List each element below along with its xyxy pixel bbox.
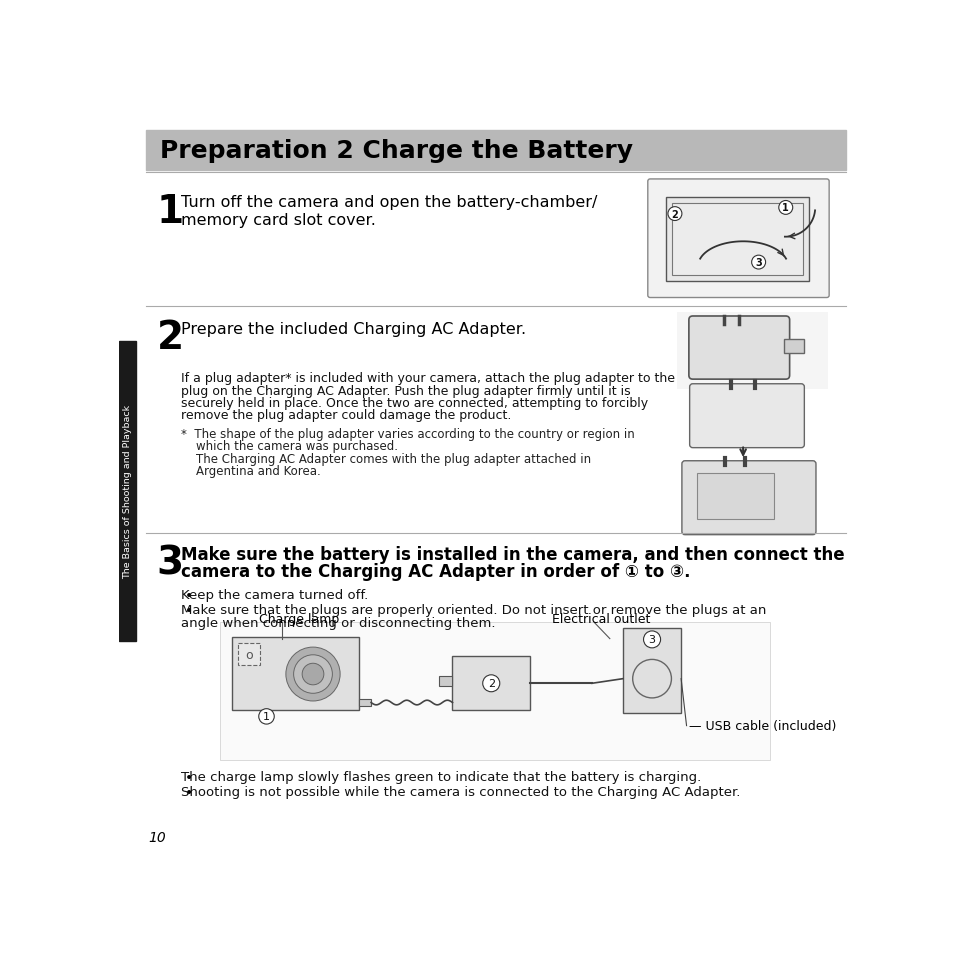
Text: Preparation 2 Charge the Battery: Preparation 2 Charge the Battery bbox=[159, 139, 632, 163]
Text: 1: 1 bbox=[781, 203, 788, 213]
Bar bbox=[220, 622, 769, 760]
Circle shape bbox=[778, 201, 792, 215]
Text: If a plug adapter* is included with your camera, attach the plug adapter to the: If a plug adapter* is included with your… bbox=[181, 372, 675, 385]
Bar bbox=[438, 676, 452, 687]
Bar bbox=[665, 197, 808, 282]
Text: securely held in place. Once the two are connected, attempting to forcibly: securely held in place. Once the two are… bbox=[181, 396, 648, 410]
Text: •: • bbox=[185, 603, 193, 618]
Text: Turn off the camera and open the battery-chamber/: Turn off the camera and open the battery… bbox=[181, 195, 597, 210]
Text: Shooting is not possible while the camera is connected to the Charging AC Adapte: Shooting is not possible while the camer… bbox=[181, 785, 740, 798]
Bar bbox=[119, 341, 136, 641]
Text: Make sure the battery is installed in the camera, and then connect the: Make sure the battery is installed in th… bbox=[181, 546, 844, 564]
Bar bbox=[622, 628, 680, 713]
Text: Keep the camera turned off.: Keep the camera turned off. bbox=[181, 588, 368, 601]
Circle shape bbox=[751, 256, 765, 270]
Text: o: o bbox=[245, 648, 253, 660]
Text: which the camera was purchased.: which the camera was purchased. bbox=[181, 439, 397, 453]
Text: Argentina and Korea.: Argentina and Korea. bbox=[181, 464, 320, 477]
Circle shape bbox=[258, 709, 274, 724]
Text: 10: 10 bbox=[149, 830, 166, 844]
Text: camera to the Charging AC Adapter in order of ① to ③.: camera to the Charging AC Adapter in ord… bbox=[181, 562, 690, 580]
Bar bbox=[671, 204, 802, 275]
Text: remove the plug adapter could damage the product.: remove the plug adapter could damage the… bbox=[181, 409, 511, 422]
Text: 2: 2 bbox=[156, 318, 183, 356]
Text: The charge lamp slowly flashes green to indicate that the battery is charging.: The charge lamp slowly flashes green to … bbox=[181, 770, 700, 782]
Text: 1: 1 bbox=[156, 193, 183, 231]
Text: angle when connecting or disconnecting them.: angle when connecting or disconnecting t… bbox=[181, 616, 496, 629]
Text: •: • bbox=[185, 588, 193, 602]
Bar bbox=[452, 657, 530, 711]
Text: 3: 3 bbox=[156, 543, 183, 581]
Bar bbox=[783, 339, 802, 354]
Text: Charge lamp: Charge lamp bbox=[258, 613, 338, 626]
Bar bbox=[146, 132, 845, 172]
Text: 1: 1 bbox=[263, 712, 270, 721]
Text: Prepare the included Charging AC Adapter.: Prepare the included Charging AC Adapter… bbox=[181, 322, 526, 337]
Text: 2: 2 bbox=[487, 679, 495, 689]
Bar bbox=[359, 699, 371, 706]
Text: 3: 3 bbox=[648, 635, 655, 645]
Circle shape bbox=[286, 647, 340, 701]
Text: •: • bbox=[185, 785, 193, 799]
Text: Make sure that the plugs are properly oriented. Do not insert or remove the plug: Make sure that the plugs are properly or… bbox=[181, 603, 766, 617]
Bar bbox=[677, 313, 827, 390]
Text: memory card slot cover.: memory card slot cover. bbox=[181, 213, 375, 228]
Circle shape bbox=[643, 631, 659, 648]
Bar bbox=[232, 638, 359, 711]
Circle shape bbox=[482, 675, 499, 692]
Text: plug on the Charging AC Adapter. Push the plug adapter firmly until it is: plug on the Charging AC Adapter. Push th… bbox=[181, 384, 630, 397]
FancyBboxPatch shape bbox=[647, 180, 828, 298]
Circle shape bbox=[294, 655, 332, 694]
Text: — USB cable (included): — USB cable (included) bbox=[688, 720, 836, 732]
Text: The Charging AC Adapter comes with the plug adapter attached in: The Charging AC Adapter comes with the p… bbox=[181, 452, 591, 465]
Text: 3: 3 bbox=[755, 258, 761, 268]
Text: •: • bbox=[185, 770, 193, 783]
Circle shape bbox=[667, 208, 681, 221]
Text: 2: 2 bbox=[671, 210, 678, 219]
Text: Electrical outlet: Electrical outlet bbox=[551, 613, 649, 626]
Text: *  The shape of the plug adapter varies according to the country or region in: * The shape of the plug adapter varies a… bbox=[181, 428, 635, 440]
Bar bbox=[696, 474, 773, 519]
Bar bbox=[237, 643, 259, 665]
Circle shape bbox=[302, 663, 323, 685]
FancyBboxPatch shape bbox=[688, 316, 789, 379]
Text: The Basics of Shooting and Playback: The Basics of Shooting and Playback bbox=[123, 404, 132, 578]
FancyBboxPatch shape bbox=[689, 384, 803, 448]
FancyBboxPatch shape bbox=[681, 461, 815, 535]
